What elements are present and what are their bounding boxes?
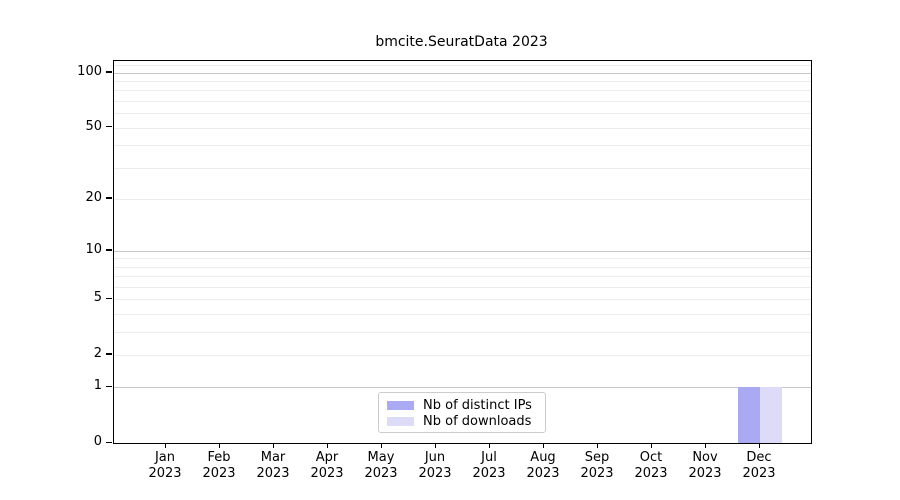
- x-tick-label-Mar: Mar 2023: [244, 450, 302, 481]
- x-tick-year: 2023: [364, 465, 398, 481]
- x-tick-month: Aug: [530, 450, 556, 465]
- x-tick-year: 2023: [148, 465, 182, 481]
- gridline-minor-5: [114, 299, 811, 301]
- x-tick-Aug: [542, 443, 544, 449]
- y-tick-0: [106, 441, 112, 443]
- x-tick-month: May: [367, 450, 395, 465]
- gridline-minor-2: [114, 354, 811, 356]
- x-tick-year: 2023: [202, 465, 236, 481]
- gridline-minor-30: [114, 167, 811, 169]
- x-tick-label-Apr: Apr 2023: [298, 450, 356, 481]
- gridline-minor-90: [114, 81, 811, 83]
- x-tick-month: Apr: [315, 450, 339, 465]
- x-tick-Sep: [596, 443, 598, 449]
- x-tick-label-May: May 2023: [352, 450, 410, 481]
- legend-entry-distinct-ips: Nb of distinct IPs: [387, 398, 545, 413]
- x-tick-month: Feb: [207, 450, 231, 465]
- y-tick-label-2: 2: [93, 345, 102, 361]
- gridline-major-10: [114, 250, 811, 252]
- x-tick-year: 2023: [526, 465, 560, 481]
- x-tick-label-Feb: Feb 2023: [190, 450, 248, 481]
- legend-label-distinct-ips: Nb of distinct IPs: [423, 398, 532, 413]
- bar-distinct-ips-Dec: [738, 387, 760, 443]
- y-tick-5: [106, 297, 112, 300]
- y-tick-label-1: 1: [93, 378, 102, 394]
- y-tick-label-5: 5: [93, 290, 102, 306]
- plot-area: [113, 60, 812, 444]
- legend-swatch-downloads: [387, 417, 414, 426]
- gridline-minor-50: [114, 127, 811, 129]
- gridline-minor-9: [114, 258, 811, 260]
- gridline-minor-8: [114, 266, 811, 268]
- x-tick-label-Dec: Dec 2023: [730, 450, 788, 481]
- x-tick-label-Nov: Nov 2023: [676, 450, 734, 481]
- y-tick-label-50: 50: [85, 118, 102, 134]
- x-tick-Mar: [272, 443, 274, 449]
- x-tick-Apr: [326, 443, 328, 449]
- y-tick-10: [106, 249, 112, 251]
- legend-label-downloads: Nb of downloads: [423, 414, 532, 429]
- x-tick-month: Dec: [746, 450, 772, 465]
- x-tick-year: 2023: [256, 465, 290, 481]
- bar-downloads-Dec: [760, 387, 782, 443]
- x-tick-year: 2023: [310, 465, 344, 481]
- x-tick-year: 2023: [472, 465, 506, 481]
- x-tick-Jun: [434, 443, 436, 449]
- y-tick-2: [106, 353, 112, 355]
- x-tick-month: Jun: [424, 450, 446, 465]
- gridline-minor-3: [114, 331, 811, 333]
- x-tick-year: 2023: [634, 465, 668, 481]
- gridline-minor-40: [114, 145, 811, 147]
- y-tick-label-100: 100: [77, 63, 102, 79]
- gridline-minor-7: [114, 276, 811, 278]
- x-tick-label-Sep: Sep 2023: [568, 450, 626, 481]
- x-tick-label-Oct: Oct 2023: [622, 450, 680, 481]
- x-tick-Feb: [218, 443, 220, 449]
- x-tick-Dec: [758, 443, 760, 449]
- y-tick-100: [106, 71, 112, 73]
- gridline-minor-70: [114, 101, 811, 103]
- chart-title: bmcite.SeuratData 2023: [375, 34, 548, 50]
- x-tick-label-Jul: Jul 2023: [460, 450, 518, 481]
- x-tick-May: [380, 443, 382, 449]
- x-tick-Jan: [164, 443, 166, 449]
- x-tick-month: Oct: [639, 450, 663, 465]
- y-tick-label-20: 20: [85, 189, 102, 205]
- gridline-minor-4: [114, 313, 811, 315]
- x-tick-month: Jan: [154, 450, 176, 465]
- gridline-minor-20: [114, 198, 811, 200]
- gridline-major-1: [114, 387, 811, 389]
- x-tick-Nov: [704, 443, 706, 449]
- x-tick-Oct: [650, 443, 652, 449]
- x-tick-label-Jan: Jan 2023: [136, 450, 194, 481]
- y-tick-label-0: 0: [93, 434, 102, 449]
- x-tick-month: Mar: [260, 450, 286, 465]
- x-tick-month: Nov: [692, 450, 718, 465]
- legend-swatch-distinct-ips: [387, 401, 414, 410]
- x-tick-month: Sep: [584, 450, 610, 465]
- x-tick-month: Jul: [481, 450, 497, 465]
- gridline-minor-6: [114, 286, 811, 288]
- x-tick-year: 2023: [742, 465, 776, 481]
- legend: Nb of distinct IPs Nb of downloads: [378, 392, 546, 433]
- gridline-minor-80: [114, 90, 811, 92]
- legend-entry-downloads: Nb of downloads: [387, 414, 545, 429]
- y-tick-1: [106, 385, 112, 388]
- x-tick-year: 2023: [580, 465, 614, 481]
- x-tick-year: 2023: [688, 465, 722, 481]
- x-tick-label-Jun: Jun 2023: [406, 450, 464, 481]
- y-tick-20: [106, 197, 112, 199]
- x-tick-year: 2023: [418, 465, 452, 481]
- y-tick-50: [106, 126, 112, 128]
- gridline-major-100: [114, 72, 811, 74]
- x-tick-Jul: [488, 443, 490, 449]
- x-tick-label-Aug: Aug 2023: [514, 450, 572, 481]
- y-tick-label-10: 10: [85, 241, 102, 257]
- gridline-minor-110: [114, 65, 811, 67]
- gridline-minor-60: [114, 113, 811, 115]
